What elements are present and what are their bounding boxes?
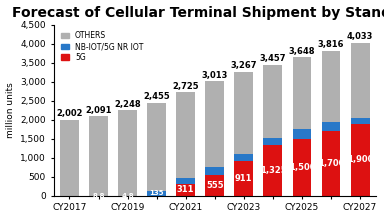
Bar	[351, 118, 369, 124]
Text: 8.8: 8.8	[92, 193, 105, 199]
Text: 1,500: 1,500	[289, 163, 315, 172]
Bar	[147, 102, 166, 191]
Bar	[321, 122, 341, 131]
Bar	[293, 139, 311, 196]
Bar	[263, 145, 282, 196]
Text: 2,002: 2,002	[56, 109, 83, 118]
Bar	[351, 43, 369, 118]
Bar	[351, 124, 369, 196]
Text: 4.8: 4.8	[121, 193, 134, 199]
Bar	[293, 57, 311, 129]
Bar	[234, 72, 253, 154]
Legend: OTHERS, NB-IOT/5G NR IOT, 5G: OTHERS, NB-IOT/5G NR IOT, 5G	[61, 31, 144, 63]
Bar	[234, 154, 253, 161]
Text: 4,033: 4,033	[347, 32, 373, 41]
Bar	[321, 51, 341, 122]
Text: 1,700: 1,700	[318, 159, 344, 168]
Y-axis label: million units: million units	[5, 82, 15, 138]
Bar	[205, 81, 224, 167]
Text: 3,267: 3,267	[231, 61, 257, 70]
Bar	[263, 138, 282, 145]
Bar	[234, 161, 253, 196]
Bar	[176, 92, 195, 178]
Text: 2,091: 2,091	[85, 106, 112, 115]
Text: 135: 135	[149, 190, 164, 196]
Text: 555: 555	[206, 181, 223, 190]
Bar	[293, 129, 311, 139]
Bar	[176, 178, 195, 184]
Bar	[89, 116, 108, 196]
Bar	[60, 120, 79, 196]
Text: 1,900: 1,900	[347, 155, 373, 164]
Bar	[147, 191, 166, 196]
Title: Forecast of Cellular Terminal Shipment by Standard: Forecast of Cellular Terminal Shipment b…	[12, 5, 384, 20]
Text: 2,725: 2,725	[172, 82, 199, 91]
Text: 911: 911	[235, 174, 253, 183]
Text: 3,013: 3,013	[202, 71, 228, 80]
Bar	[205, 175, 224, 196]
Text: 3,648: 3,648	[289, 47, 315, 56]
Text: 2,455: 2,455	[143, 92, 170, 101]
Bar	[263, 65, 282, 138]
Text: 3,457: 3,457	[260, 54, 286, 63]
Text: 311: 311	[177, 185, 194, 194]
Bar	[118, 111, 137, 196]
Text: 3,816: 3,816	[318, 40, 344, 49]
Bar	[205, 167, 224, 175]
Bar	[176, 184, 195, 196]
Text: 2,248: 2,248	[114, 100, 141, 109]
Bar	[321, 131, 341, 196]
Text: 1,325: 1,325	[260, 166, 286, 175]
